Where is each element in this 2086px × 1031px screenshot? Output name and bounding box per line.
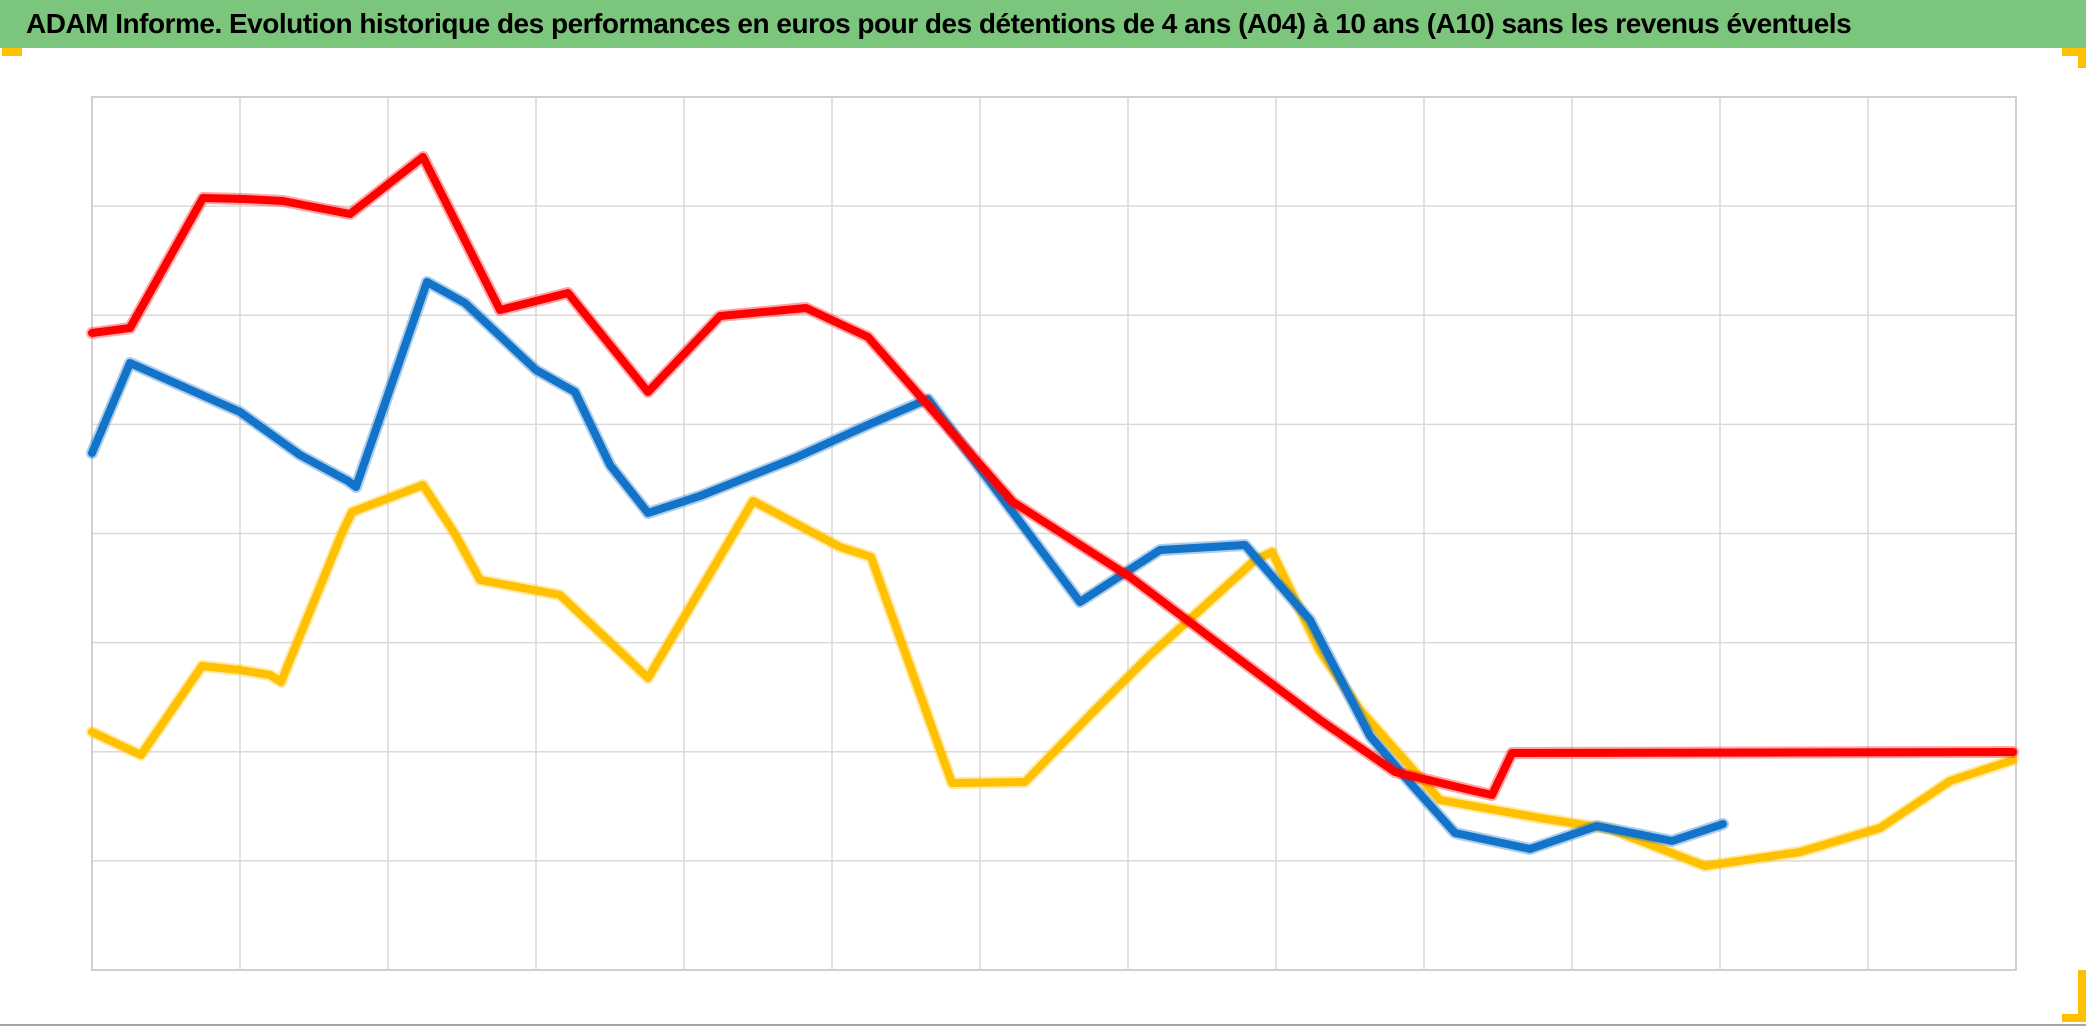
selection-corner-top-right-horizontal [2062,48,2086,56]
chart-area[interactable] [0,48,2086,1031]
series-line-blue-halo [86,276,1729,855]
series-line-red-halo [86,151,2019,801]
performance-line-chart [86,96,2019,971]
selection-corner-top-right-vertical [2078,56,2086,68]
selection-corner-bottom-right-vertical [2078,970,2086,1022]
series-line-blue [88,278,1727,853]
series-line-yellow-halo [86,479,2019,872]
title-bar: ADAM Informe. Evolution historique des p… [0,0,2086,48]
plot-border [91,96,2017,971]
chart-title: ADAM Informe. Evolution historique des p… [26,8,1852,39]
window-bottom-divider [0,1024,2086,1026]
series-line-red [88,153,2017,799]
selection-corner-bottom-right-horizontal [2062,1014,2086,1022]
selection-corner-top-left-bar [2,48,22,56]
series-line-yellow [88,481,2017,870]
